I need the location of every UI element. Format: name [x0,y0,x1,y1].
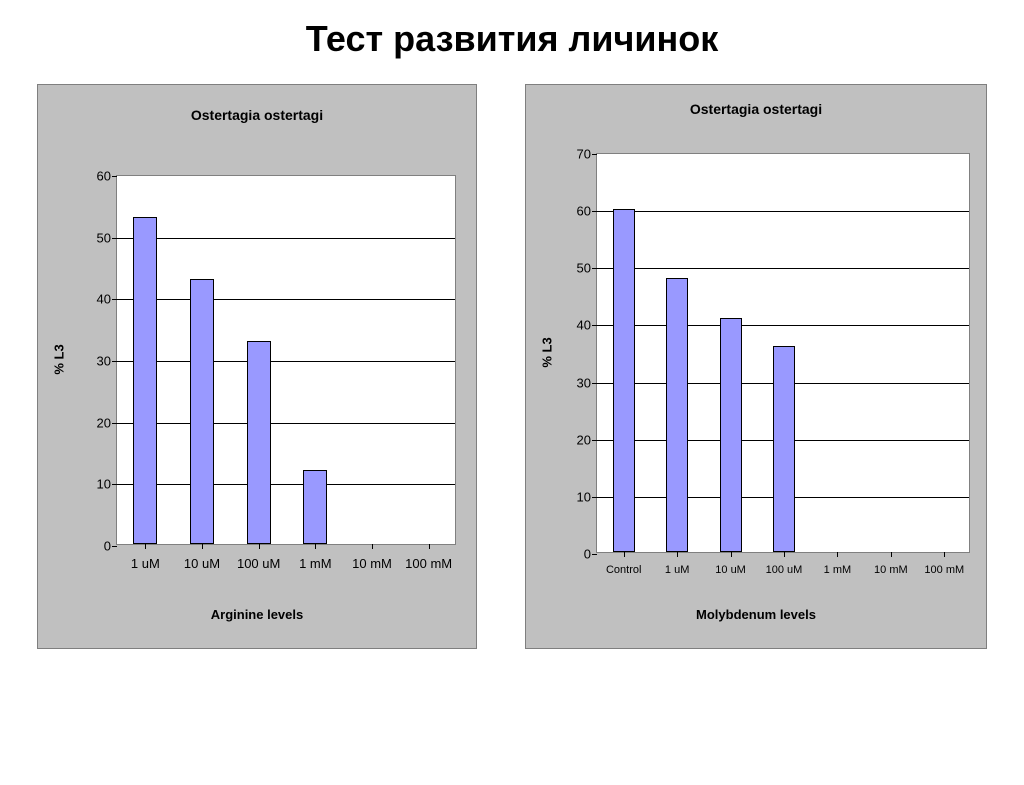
ytick-mark [592,325,597,326]
xtick-mark [259,544,260,549]
xtick-mark [315,544,316,549]
xtick-mark [372,544,373,549]
bar-left-3 [303,470,327,544]
xtick-label: 100 mM [405,556,452,571]
ytick-label: 70 [577,147,591,162]
xtick-mark [202,544,203,549]
gridline [117,361,455,362]
y-axis-label-right: % L3 [540,337,555,367]
xtick-label: 10 mM [874,564,908,576]
ytick-mark [112,423,117,424]
x-axis-label-left: Arginine levels [211,607,303,622]
ytick-label: 50 [97,230,111,245]
y-axis-label-left: % L3 [52,344,67,374]
ytick-label: 0 [584,547,591,562]
gridline [117,238,455,239]
bar-left-0 [133,217,157,544]
xtick-mark [624,552,625,557]
ytick-label: 60 [577,204,591,219]
gridline [597,268,969,269]
chart-title-left: Ostertagia ostertagi [38,107,476,123]
xtick-label: 10 uM [184,556,220,571]
ytick-label: 20 [577,432,591,447]
ytick-label: 10 [577,489,591,504]
xtick-label: Control [606,564,641,576]
bar-left-1 [190,279,214,544]
bar-right-2 [720,318,742,552]
xtick-mark [145,544,146,549]
chart-panel-right: Ostertagia ostertagi % L3 01020304050607… [525,84,987,649]
ytick-mark [112,546,117,547]
xtick-mark [944,552,945,557]
ytick-label: 10 [97,477,111,492]
ytick-label: 60 [97,169,111,184]
ytick-label: 30 [577,375,591,390]
x-axis-label-right: Molybdenum levels [696,607,816,622]
xtick-mark [429,544,430,549]
page-title: Тест развития личинок [0,18,1024,60]
xtick-label: 100 uM [766,564,803,576]
xtick-mark [784,552,785,557]
ytick-mark [112,176,117,177]
ytick-label: 50 [577,261,591,276]
bar-right-3 [773,346,795,552]
xtick-label: 100 uM [237,556,280,571]
ytick-mark [592,268,597,269]
ytick-label: 40 [97,292,111,307]
xtick-mark [837,552,838,557]
xtick-mark [731,552,732,557]
ytick-label: 20 [97,415,111,430]
ytick-mark [112,361,117,362]
ytick-mark [112,238,117,239]
xtick-mark [677,552,678,557]
gridline [117,299,455,300]
ytick-label: 0 [104,539,111,554]
xtick-label: 10 uM [715,564,746,576]
chart-title-right: Ostertagia ostertagi [526,101,986,117]
charts-row: Ostertagia ostertagi % L3 01020304050601… [0,84,1024,649]
ytick-mark [592,497,597,498]
bar-right-0 [613,209,635,552]
xtick-label: 1 mM [824,564,852,576]
bar-right-1 [666,278,688,552]
ytick-mark [592,154,597,155]
gridline [597,325,969,326]
chart-panel-left: Ostertagia ostertagi % L3 01020304050601… [37,84,477,649]
ytick-mark [592,383,597,384]
xtick-label: 100 mM [924,564,964,576]
xtick-mark [891,552,892,557]
ytick-mark [592,440,597,441]
ytick-label: 40 [577,318,591,333]
gridline [117,423,455,424]
xtick-label: 1 mM [299,556,332,571]
ytick-label: 30 [97,354,111,369]
ytick-mark [592,211,597,212]
plot-area-right: 010203040506070Control1 uM10 uM100 uM1 m… [596,153,970,553]
ytick-mark [112,484,117,485]
xtick-label: 10 mM [352,556,392,571]
xtick-label: 1 uM [131,556,160,571]
ytick-mark [592,554,597,555]
plot-area-left: 01020304050601 uM10 uM100 uM1 mM10 mM100… [116,175,456,545]
ytick-mark [112,299,117,300]
gridline [597,211,969,212]
xtick-label: 1 uM [665,564,689,576]
gridline [117,484,455,485]
bar-left-2 [247,341,271,545]
